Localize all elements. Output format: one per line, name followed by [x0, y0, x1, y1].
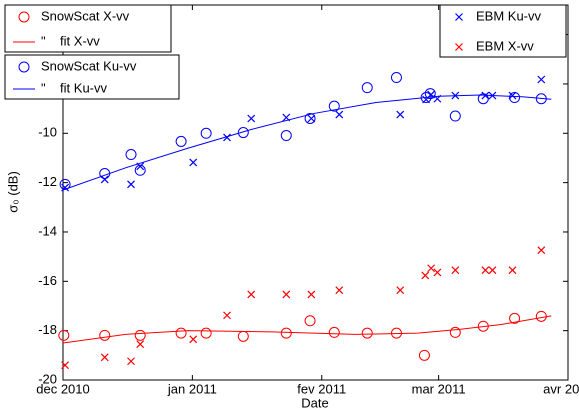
data-point	[307, 290, 316, 299]
data-point	[282, 290, 291, 299]
data-point	[481, 266, 490, 275]
data-point	[451, 266, 460, 275]
data-point	[200, 327, 212, 339]
data-point	[127, 357, 135, 366]
data-point	[361, 82, 373, 94]
data-point	[223, 133, 231, 142]
y-axis-label: σ₀ (dB)	[5, 171, 20, 213]
data-point	[508, 266, 517, 275]
legend-label: EBM Ku-vv	[476, 8, 542, 23]
data-point	[61, 183, 70, 192]
data-point	[396, 110, 405, 119]
data-point	[175, 135, 187, 147]
legend-label: SnowScat X-vv	[41, 8, 130, 23]
y-tick-label: -10	[38, 125, 57, 140]
legend-marker	[18, 11, 30, 23]
x-tick-label: dec 2010	[36, 381, 90, 396]
fit-line	[62, 94, 552, 191]
data-point	[100, 175, 109, 184]
y-tick-label: -12	[38, 174, 57, 189]
data-point	[433, 268, 442, 277]
data-point	[136, 340, 145, 349]
data-point	[427, 90, 436, 99]
legend-label: EBM X-vv	[476, 38, 534, 53]
data-point	[61, 361, 70, 370]
x-tick-label: jan 2011	[167, 381, 217, 396]
data-point	[307, 114, 316, 123]
x-tick-label: fev 2011	[297, 381, 346, 396]
data-point	[127, 180, 135, 189]
data-point	[99, 329, 111, 341]
data-point	[481, 91, 490, 100]
data-point	[100, 353, 109, 362]
data-point	[451, 91, 460, 100]
fit-line	[62, 315, 552, 344]
data-point	[328, 100, 340, 112]
data-point	[335, 110, 344, 119]
data-point	[200, 127, 212, 139]
data-point	[537, 75, 546, 84]
data-point	[488, 266, 497, 275]
x-tick-label: mar 2011	[412, 381, 466, 396]
y-tick-label: -20	[38, 371, 57, 386]
data-point	[390, 72, 402, 84]
legend-box	[4, 4, 172, 53]
data-point	[304, 315, 316, 327]
data-point	[237, 127, 249, 139]
legend-box	[4, 54, 180, 100]
data-point	[509, 312, 521, 324]
data-point	[433, 94, 442, 103]
data-point	[488, 91, 497, 100]
y-tick-label: -16	[38, 273, 57, 288]
legend-label: SnowScat Ku-vv	[41, 58, 137, 73]
data-point	[282, 113, 291, 122]
data-point	[280, 327, 292, 339]
data-point	[189, 335, 198, 344]
y-tick-label: -14	[38, 223, 57, 238]
data-point	[223, 311, 231, 320]
data-point	[509, 92, 521, 104]
data-point	[427, 264, 436, 273]
data-point	[280, 130, 292, 142]
data-point	[189, 158, 198, 167]
data-point	[134, 164, 146, 176]
data-point	[136, 162, 145, 171]
data-point	[134, 329, 146, 341]
legend-label: " fit Ku-vv	[41, 80, 108, 95]
data-point	[537, 246, 546, 255]
data-point	[247, 114, 256, 123]
legend-marker	[455, 43, 463, 51]
y-tick-label: -18	[38, 322, 57, 337]
data-point	[175, 327, 187, 339]
data-point	[421, 271, 430, 280]
data-point	[247, 290, 256, 299]
data-point	[449, 110, 461, 122]
data-point	[125, 149, 137, 161]
data-point	[361, 327, 373, 339]
data-point	[328, 326, 340, 338]
data-point	[418, 349, 430, 361]
data-point	[449, 326, 461, 338]
data-point	[58, 329, 70, 341]
data-point	[508, 91, 517, 100]
legend-marker	[18, 61, 30, 73]
data-point	[396, 286, 405, 295]
data-point	[424, 88, 436, 100]
x-axis-label: Date	[301, 395, 328, 410]
legend-label: " fit X-vv	[41, 33, 100, 48]
data-point	[304, 112, 316, 124]
data-point	[335, 286, 344, 295]
legend-marker	[455, 13, 463, 21]
x-tick-label: avr 2011	[543, 381, 579, 396]
